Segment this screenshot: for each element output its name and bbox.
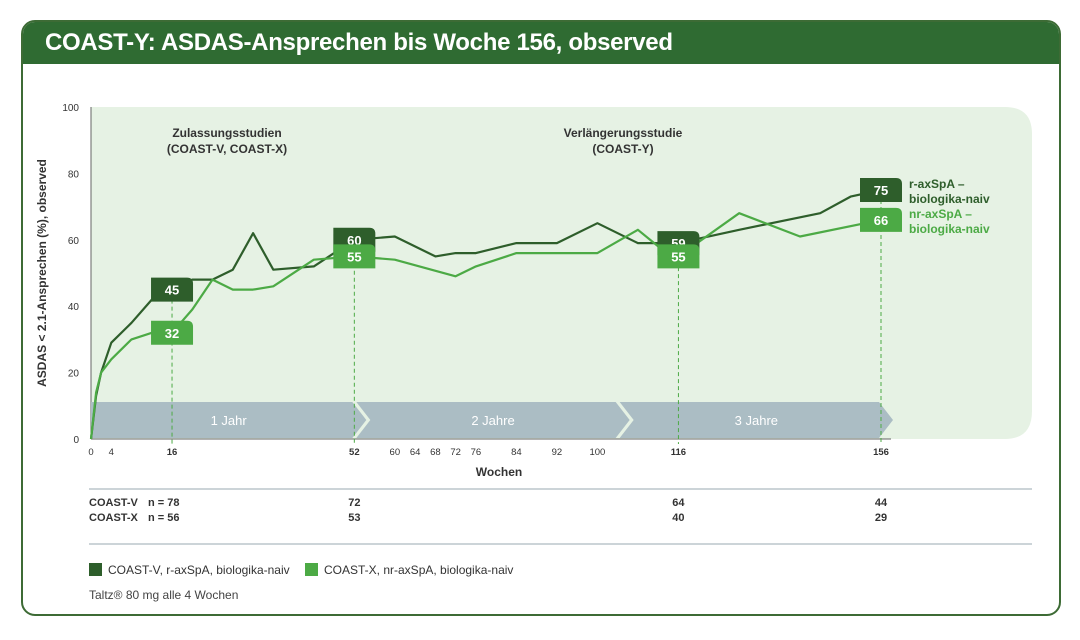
phase-label: Verlängerungsstudie xyxy=(564,126,683,140)
y-tick-label: 0 xyxy=(73,435,79,446)
phase-label: (COAST-V, COAST-X) xyxy=(167,142,287,156)
x-tick-label: 76 xyxy=(471,447,482,458)
data-label: 55 xyxy=(347,249,361,264)
x-axis-label: Wochen xyxy=(476,465,522,479)
x-tick-label: 64 xyxy=(410,447,421,458)
x-tick-label: 84 xyxy=(511,447,522,458)
n-table-value: 29 xyxy=(875,512,887,524)
legend-item-coast-v: COAST-V, r-axSpA, biologika-naiv xyxy=(89,563,290,577)
n-table-value: 72 xyxy=(348,497,360,509)
data-label-box xyxy=(333,244,376,269)
n-table-study: COAST-V xyxy=(89,497,139,509)
legend-swatch-coast-x xyxy=(305,563,318,576)
footnote: Taltz® 80 mg alle 4 Wochen xyxy=(89,588,239,602)
data-label-box xyxy=(657,244,700,269)
y-axis-label: ASDAS < 2.1-Ansprechen (%), observed xyxy=(35,159,49,387)
data-label: 55 xyxy=(671,249,685,264)
y-tick-label: 100 xyxy=(62,103,79,114)
data-label: 32 xyxy=(165,326,179,341)
x-tick-label: 92 xyxy=(552,447,563,458)
n-table-value: 40 xyxy=(672,512,684,524)
data-label: 60 xyxy=(347,233,361,248)
x-tick-label: 0 xyxy=(88,447,93,458)
y-tick-label: 20 xyxy=(68,369,80,380)
period-arrow xyxy=(356,402,630,438)
data-label: 66 xyxy=(874,213,888,228)
legend-label-coast-v: COAST-V, r-axSpA, biologika-naiv xyxy=(108,563,290,577)
data-label-box xyxy=(151,277,194,302)
x-tick-label: 156 xyxy=(873,447,889,458)
data-label: 45 xyxy=(165,283,179,298)
legend-item-coast-x: COAST-X, nr-axSpA, biologika-naiv xyxy=(305,563,513,577)
series-end-label: r-axSpA – xyxy=(909,177,965,191)
legend-swatch-coast-v xyxy=(89,563,102,576)
page-title: COAST-Y: ASDAS-Ansprechen bis Woche 156,… xyxy=(45,29,673,56)
n-table-baseline: n = 56 xyxy=(148,512,180,524)
y-tick-label: 80 xyxy=(68,169,80,180)
data-label-box xyxy=(860,178,902,202)
data-label: 75 xyxy=(874,183,888,198)
n-table-value: 53 xyxy=(348,512,360,524)
data-label-box xyxy=(151,320,194,345)
x-tick-label: 116 xyxy=(671,447,686,458)
plot-background xyxy=(91,107,1032,439)
x-tick-label: 72 xyxy=(450,447,461,458)
n-table-baseline: n = 78 xyxy=(148,497,180,509)
n-table-study: COAST-X xyxy=(89,512,139,524)
series-end-label: biologika-naiv xyxy=(909,192,990,206)
title-bar: COAST-Y: ASDAS-Ansprechen bis Woche 156,… xyxy=(23,22,1059,64)
x-tick-label: 68 xyxy=(430,447,441,458)
period-arrow-label: 2 Jahre xyxy=(471,413,514,428)
phase-label: (COAST-Y) xyxy=(592,142,653,156)
legend-label-coast-x: COAST-X, nr-axSpA, biologika-naiv xyxy=(324,563,514,577)
period-arrow xyxy=(91,402,367,438)
series-end-label: biologika-naiv xyxy=(909,222,990,236)
period-arrow-label: 3 Jahre xyxy=(735,413,778,428)
n-table-value: 44 xyxy=(875,497,888,509)
series-end-label: nr-axSpA – xyxy=(909,207,972,221)
y-tick-label: 40 xyxy=(68,302,80,313)
n-table-value: 64 xyxy=(672,497,685,509)
period-arrow xyxy=(619,402,893,438)
period-arrow-label: 1 Jahr xyxy=(211,413,248,428)
data-label-box xyxy=(860,207,902,232)
phase-label: Zulassungsstudien xyxy=(172,126,281,140)
x-tick-label: 60 xyxy=(390,447,401,458)
y-tick-label: 60 xyxy=(68,236,80,247)
x-tick-label: 4 xyxy=(109,447,114,458)
x-tick-label: 16 xyxy=(167,447,178,458)
x-tick-label: 100 xyxy=(589,447,605,458)
x-tick-label: 52 xyxy=(349,447,360,458)
